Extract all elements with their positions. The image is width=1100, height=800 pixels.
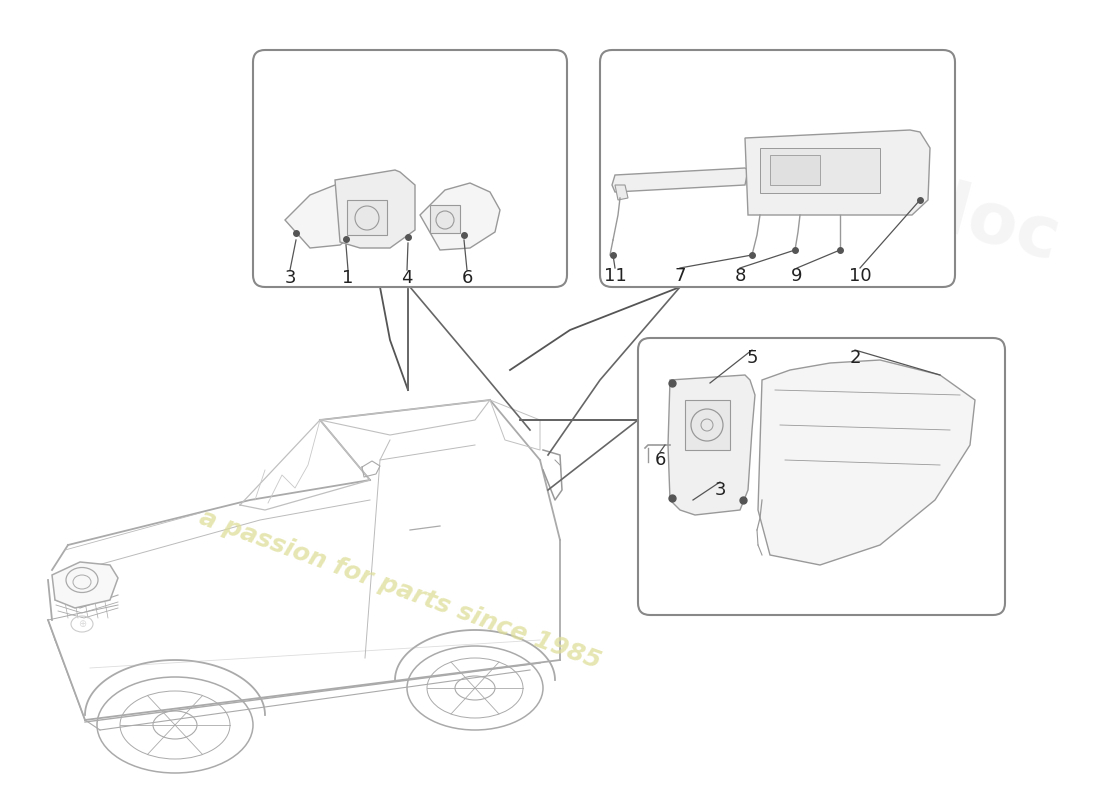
FancyBboxPatch shape <box>638 338 1005 615</box>
Text: 3: 3 <box>284 269 296 287</box>
Text: 2: 2 <box>849 349 860 367</box>
Text: 3: 3 <box>714 481 726 499</box>
Polygon shape <box>52 562 118 608</box>
FancyBboxPatch shape <box>770 155 820 185</box>
Polygon shape <box>420 183 500 250</box>
Text: autodoc: autodoc <box>733 124 1068 276</box>
Text: ⊕: ⊕ <box>78 619 86 629</box>
FancyBboxPatch shape <box>685 400 730 450</box>
FancyBboxPatch shape <box>760 148 880 193</box>
Text: 6: 6 <box>654 451 666 469</box>
Text: 10: 10 <box>849 267 871 285</box>
Polygon shape <box>668 375 755 515</box>
Text: 9: 9 <box>791 267 803 285</box>
Text: 8: 8 <box>735 267 746 285</box>
Text: 7: 7 <box>674 267 685 285</box>
Text: 11: 11 <box>604 267 626 285</box>
FancyBboxPatch shape <box>253 50 566 287</box>
Text: a passion for parts since 1985: a passion for parts since 1985 <box>196 506 604 674</box>
Polygon shape <box>336 170 415 248</box>
FancyBboxPatch shape <box>430 205 460 233</box>
Polygon shape <box>285 185 370 248</box>
Text: 4: 4 <box>402 269 412 287</box>
FancyBboxPatch shape <box>346 200 387 235</box>
Polygon shape <box>745 130 930 215</box>
Polygon shape <box>612 168 748 192</box>
Text: 6: 6 <box>461 269 473 287</box>
Text: 1: 1 <box>342 269 354 287</box>
Polygon shape <box>758 360 975 565</box>
Polygon shape <box>615 185 628 200</box>
Text: 5: 5 <box>746 349 758 367</box>
FancyBboxPatch shape <box>600 50 955 287</box>
